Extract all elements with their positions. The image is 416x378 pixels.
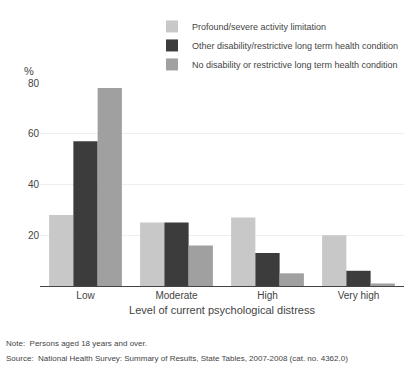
svg-text:High: High <box>257 290 278 301</box>
svg-text:Other disability/restrictive l: Other disability/restrictive long term h… <box>192 41 398 51</box>
svg-text:Profound/severe activity limit: Profound/severe activity limitation <box>192 22 326 32</box>
svg-text:%: % <box>24 65 34 77</box>
svg-text:Level of current psychological: Level of current psychological distress <box>129 304 315 316</box>
svg-text:Very high: Very high <box>338 290 380 301</box>
svg-text:Low: Low <box>76 290 95 301</box>
svg-text:No disability or restrictive l: No disability or restrictive long term h… <box>192 60 398 70</box>
svg-text:Moderate: Moderate <box>155 290 198 301</box>
svg-text:60: 60 <box>28 128 40 139</box>
svg-text:80: 80 <box>28 78 40 89</box>
svg-text:Note: Persons aged 18 years a: Note: Persons aged 18 years and over. <box>6 339 147 348</box>
svg-text:20: 20 <box>28 230 40 241</box>
svg-text:40: 40 <box>28 179 40 190</box>
svg-text:Source: National Health Surve: Source: National Health Survey: Summary … <box>6 354 348 363</box>
